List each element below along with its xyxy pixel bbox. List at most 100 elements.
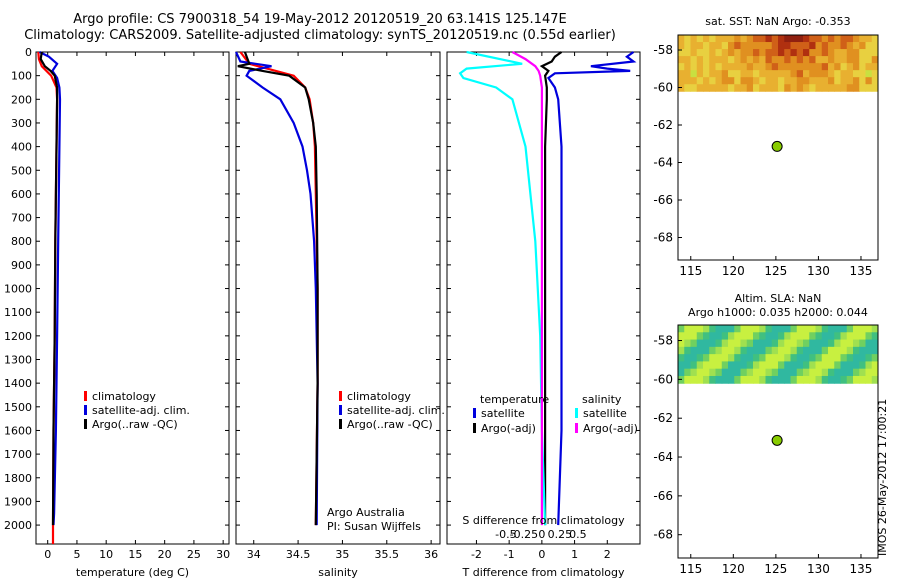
heatmap-cell [771, 77, 779, 85]
heatmap-cell [759, 84, 766, 92]
heatmap-cell [796, 77, 804, 85]
legend-label: climatology [347, 390, 411, 403]
heatmap-cell [809, 56, 816, 64]
heatmap-cell [853, 42, 860, 50]
heatmap-cell [740, 339, 748, 348]
heatmap-cell [809, 375, 816, 384]
heatmap-cell [790, 42, 798, 50]
heatmap-cell [715, 42, 723, 50]
heatmap-cell [690, 42, 698, 50]
heatmap-cell [778, 42, 785, 50]
heatmap-cell [828, 84, 835, 92]
heatmap-cell [790, 346, 798, 355]
heatmap-cell [696, 42, 704, 50]
legend-swatch-salinity [339, 391, 342, 401]
heatmap-cell [815, 354, 823, 362]
heatmap-cell [728, 354, 735, 362]
heatmap-cell [815, 42, 823, 50]
heatmap-cell [853, 354, 860, 362]
heatmap-cell [846, 346, 854, 355]
heatmap-cell [765, 77, 773, 85]
heatmap-cell [715, 361, 723, 370]
heatmap-cell [803, 332, 810, 341]
series-line-salinity-1 [235, 51, 319, 526]
heatmap-cell [859, 339, 866, 348]
map-y-tick-label: -66 [653, 193, 673, 207]
heatmap-cell [834, 354, 841, 362]
x-axis-label: temperature (deg C) [76, 566, 189, 579]
heatmap-cell [734, 325, 741, 333]
heatmap-cell [790, 84, 798, 92]
heatmap-cell [859, 56, 866, 64]
heatmap-cell [828, 361, 835, 370]
heatmap-cell [740, 84, 748, 92]
heatmap-cell [746, 70, 754, 78]
heatmap-cell [815, 361, 823, 370]
heatmap-cell [759, 361, 766, 370]
heatmap-cell [803, 354, 810, 362]
heatmap-cell [715, 332, 723, 341]
heatmap-cell [840, 339, 848, 348]
heatmap-cell [796, 70, 804, 78]
heatmap-cell [765, 42, 773, 50]
heatmap-cell [753, 375, 760, 384]
heatmap-cell [765, 346, 773, 355]
heatmap-cell [790, 77, 798, 85]
heatmap-cell [809, 361, 816, 370]
heatmap-cell [771, 70, 779, 78]
heatmap-cell [859, 325, 866, 333]
heatmap-cell [821, 35, 829, 43]
x-tick-label: 20 [158, 548, 172, 561]
heatmap-cell [840, 346, 848, 355]
heatmap-cell [734, 339, 741, 348]
heatmap-cell [853, 70, 860, 78]
heatmap-cell [684, 63, 691, 71]
heatmap-cell [865, 354, 873, 362]
heatmap-cell [871, 368, 879, 377]
heatmap-cell [690, 49, 698, 57]
heatmap-cell [790, 63, 798, 71]
map-y-tick-label: -68 [653, 231, 673, 245]
heatmap-cell [715, 375, 723, 384]
heatmap-cell [740, 354, 748, 362]
heatmap-cell [865, 49, 873, 57]
heatmap-cell [840, 63, 848, 71]
s-tick-label: -0.25 [510, 528, 538, 541]
heatmap-cell [759, 49, 766, 57]
heatmap-cell [840, 70, 848, 78]
x-tick-label: 1 [571, 548, 578, 561]
y-tick-label: 200 [11, 93, 32, 106]
heatmap-cell [771, 346, 779, 355]
map-y-tick-label: -60 [653, 372, 673, 386]
heatmap-cell [803, 63, 810, 71]
heatmap-cell [828, 42, 835, 50]
heatmap-cell [834, 368, 841, 377]
map-y-tick-label: -68 [653, 528, 673, 542]
heatmap-cell [871, 56, 879, 64]
heatmap-cell [853, 332, 860, 341]
heatmap-cell [828, 354, 835, 362]
heatmap-cell [709, 84, 716, 92]
heatmap-cell [703, 49, 710, 57]
heatmap-cell [696, 325, 704, 333]
heatmap-cell [790, 339, 798, 348]
map-x-tick-label: 120 [722, 562, 745, 576]
heatmap-cell [828, 332, 835, 341]
heatmap-cell [846, 354, 854, 362]
map-y-tick-label: -58 [653, 334, 673, 348]
heatmap-cell [821, 346, 829, 355]
heatmap-cell [678, 325, 685, 333]
heatmap-cell [709, 354, 716, 362]
heatmap-cell [796, 56, 804, 64]
heatmap-cell [809, 84, 816, 92]
heatmap-cell [728, 42, 735, 50]
x-tick-label: 30 [216, 548, 230, 561]
x-tick-label: 36 [424, 548, 438, 561]
y-tick-label: 1400 [4, 377, 32, 390]
heatmap-cell [728, 325, 735, 333]
heatmap-cell [865, 375, 873, 384]
legend-label: Argo(..raw -QC) [92, 418, 178, 431]
heatmap-cell [746, 35, 754, 43]
heatmap-cell [746, 84, 754, 92]
